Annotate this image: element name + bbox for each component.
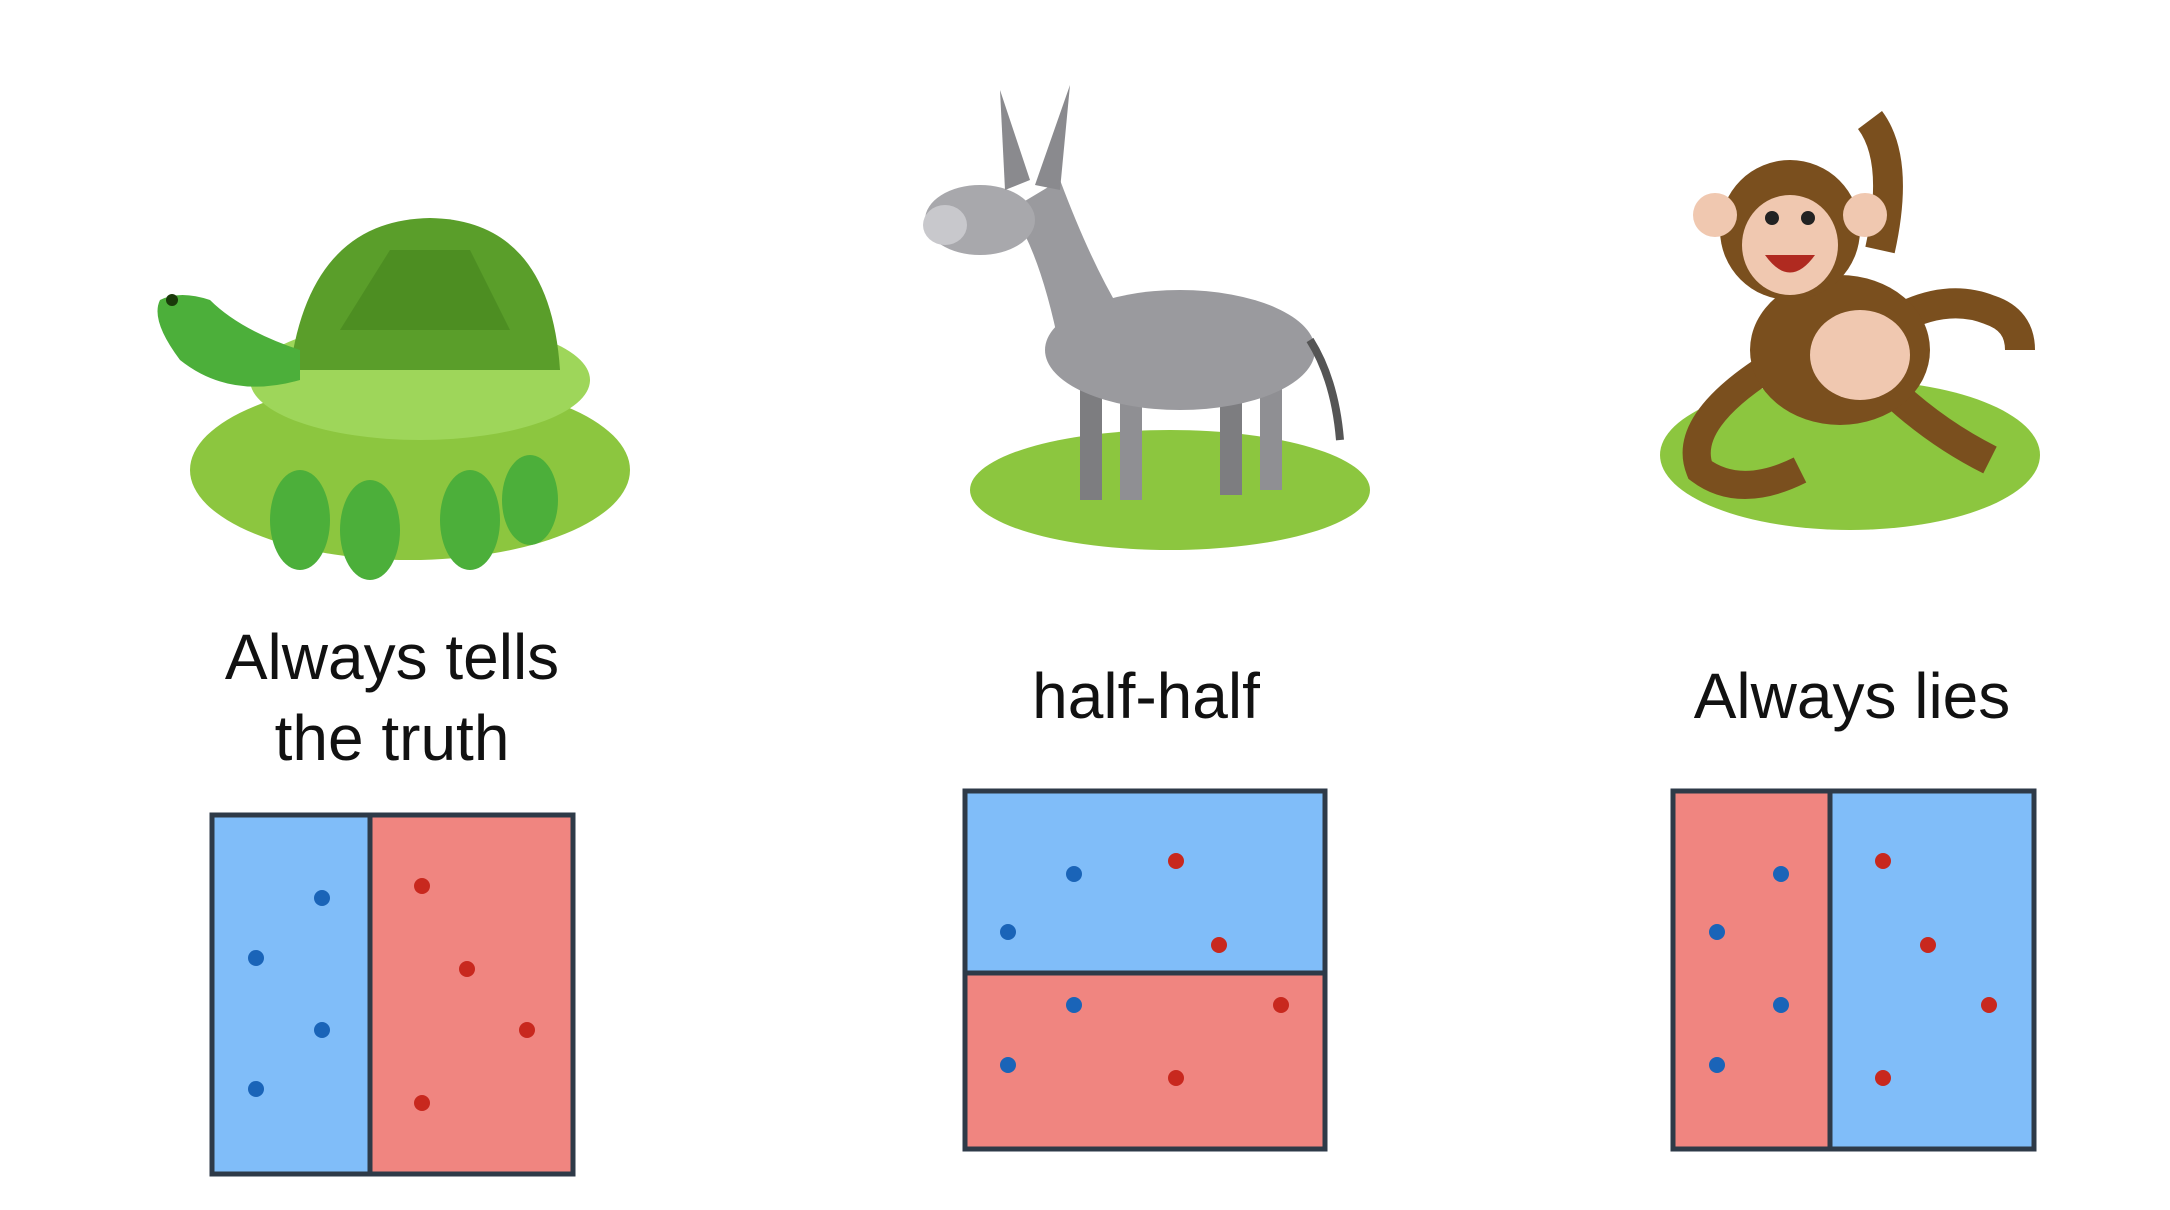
monkey — [1660, 111, 2040, 530]
box-lies — [1670, 788, 2037, 1152]
label: Always lies — [1693, 660, 2011, 732]
box-truth — [209, 812, 576, 1177]
label: Always tells the truth — [224, 621, 560, 774]
label: half-half — [1032, 660, 1260, 732]
box-half — [962, 788, 1328, 1152]
turtle — [157, 218, 630, 580]
donkey — [923, 85, 1370, 550]
